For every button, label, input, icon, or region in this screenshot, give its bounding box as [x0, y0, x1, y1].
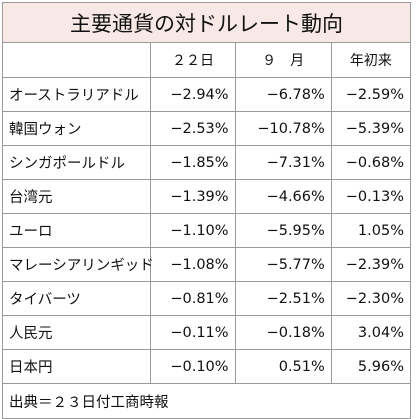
- ytd-value: −2.30%: [330, 281, 412, 316]
- currency-name: ユーロ: [1, 213, 152, 248]
- currency-name: 韓国ウォン: [1, 111, 152, 146]
- header-day22: ２２日: [150, 42, 236, 78]
- currency-name: 台湾元: [1, 179, 152, 214]
- ytd-value: −2.39%: [330, 247, 412, 282]
- table-row: シンガポールドル −1.85% −7.31% −0.68%: [1, 145, 412, 180]
- september-value: −5.77%: [234, 247, 332, 282]
- header-september: ９ 月: [234, 42, 332, 78]
- september-value: −10.78%: [234, 111, 332, 146]
- day22-value: −2.53%: [150, 111, 236, 146]
- day22-value: −1.10%: [150, 213, 236, 248]
- ytd-value: 1.05%: [330, 213, 412, 248]
- source-row: 出典＝２３日付工商時報: [2, 383, 411, 419]
- table-row: 台湾元 −1.39% −4.66% −0.13%: [1, 179, 412, 214]
- ytd-value: −2.59%: [330, 77, 412, 112]
- ytd-value: −0.68%: [330, 145, 412, 180]
- header-blank: [1, 42, 152, 78]
- currency-name: タイバーツ: [1, 281, 152, 316]
- day22-value: −1.39%: [150, 179, 236, 214]
- day22-value: −1.08%: [150, 247, 236, 282]
- september-value: −0.18%: [234, 315, 332, 350]
- day22-value: −2.94%: [150, 77, 236, 112]
- september-value: 0.51%: [234, 349, 332, 384]
- day22-value: −0.11%: [150, 315, 236, 350]
- currency-rate-table-wrapper: 主要通貨の対ドルレート動向 ２２日 ９ 月 年初来 オーストラリアドル −2.9…: [1, 2, 412, 419]
- day22-value: −1.85%: [150, 145, 236, 180]
- currency-rate-table: 主要通貨の対ドルレート動向 ２２日 ９ 月 年初来 オーストラリアドル −2.9…: [1, 2, 412, 419]
- table-title: 主要通貨の対ドルレート動向: [2, 2, 411, 43]
- september-value: −7.31%: [234, 145, 332, 180]
- day22-value: −0.81%: [150, 281, 236, 316]
- table-row: ユーロ −1.10% −5.95% 1.05%: [1, 213, 412, 248]
- currency-name: シンガポールドル: [1, 145, 152, 180]
- ytd-value: −0.13%: [330, 179, 412, 214]
- table-row: 韓国ウォン −2.53% −10.78% −5.39%: [1, 111, 412, 146]
- table-row: 日本円 −0.10% 0.51% 5.96%: [1, 349, 412, 384]
- ytd-value: 5.96%: [330, 349, 412, 384]
- september-value: −5.95%: [234, 213, 332, 248]
- source-note: 出典＝２３日付工商時報: [2, 383, 411, 419]
- ytd-value: −5.39%: [330, 111, 412, 146]
- table-row: タイバーツ −0.81% −2.51% −2.30%: [1, 281, 412, 316]
- header-row: ２２日 ９ 月 年初来: [1, 42, 412, 78]
- day22-value: −0.10%: [150, 349, 236, 384]
- currency-name: 人民元: [1, 315, 152, 350]
- table-row: オーストラリアドル −2.94% −6.78% −2.59%: [1, 77, 412, 112]
- september-value: −2.51%: [234, 281, 332, 316]
- currency-name: オーストラリアドル: [1, 77, 152, 112]
- currency-name: マレーシアリンギッド: [1, 247, 154, 282]
- header-ytd: 年初来: [330, 42, 412, 78]
- currency-name: 日本円: [1, 349, 152, 384]
- table-row: マレーシアリンギッド −1.08% −5.77% −2.39%: [1, 247, 412, 282]
- table-row: 人民元 −0.11% −0.18% 3.04%: [1, 315, 412, 350]
- september-value: −4.66%: [234, 179, 332, 214]
- ytd-value: 3.04%: [330, 315, 412, 350]
- title-row: 主要通貨の対ドルレート動向: [2, 2, 411, 43]
- september-value: −6.78%: [234, 77, 332, 112]
